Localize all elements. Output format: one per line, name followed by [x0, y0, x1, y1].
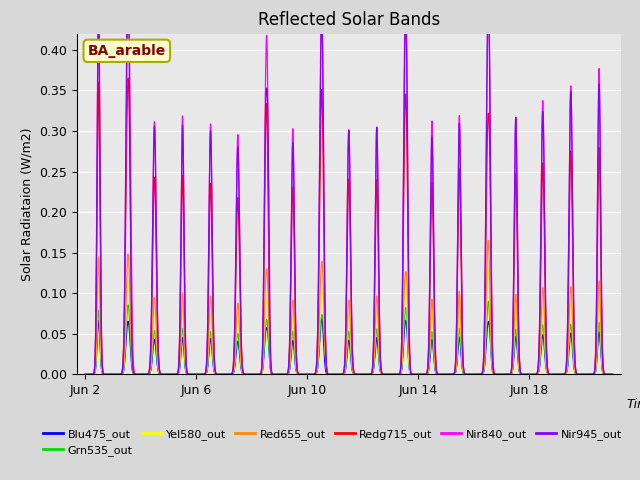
Nir840_out	[609, 372, 616, 377]
Yel580_out	[540, 323, 548, 329]
Line: Blu475_out: Blu475_out	[85, 319, 612, 374]
Nir945_out	[609, 372, 616, 377]
Title: Reflected Solar Bands: Reflected Solar Bands	[258, 11, 440, 29]
Grn535_out	[609, 372, 616, 377]
Redg715_out	[124, 75, 132, 81]
Nir945_out	[268, 364, 275, 370]
Red655_out	[484, 238, 492, 243]
Blu475_out	[327, 372, 335, 377]
Grn535_out	[484, 299, 492, 304]
Grn535_out	[505, 372, 513, 377]
Grn535_out	[268, 371, 275, 376]
Blu475_out	[223, 372, 230, 377]
Nir945_out	[223, 372, 231, 377]
Red655_out	[327, 372, 335, 377]
Nir840_out	[268, 369, 275, 374]
Redg715_out	[540, 219, 548, 225]
Redg715_out	[505, 372, 513, 377]
Yel580_out	[81, 372, 89, 377]
Redg715_out	[609, 372, 616, 377]
Nir945_out	[505, 372, 513, 377]
Red655_out	[223, 372, 230, 377]
Blu475_out	[505, 372, 513, 377]
Yel580_out	[327, 372, 335, 377]
Redg715_out	[412, 372, 420, 377]
Nir840_out	[412, 372, 420, 377]
Blu475_out	[318, 316, 326, 322]
Line: Grn535_out: Grn535_out	[85, 301, 612, 374]
Red655_out	[81, 372, 89, 377]
Grn535_out	[223, 372, 230, 377]
Red655_out	[540, 309, 548, 315]
Redg715_out	[223, 372, 231, 377]
Text: Time: Time	[626, 398, 640, 411]
Nir840_out	[540, 175, 548, 180]
Nir840_out	[81, 372, 89, 377]
Blu475_out	[412, 372, 420, 377]
Grn535_out	[412, 372, 420, 377]
Blu475_out	[81, 372, 89, 377]
Yel580_out	[505, 372, 513, 377]
Yel580_out	[223, 372, 230, 377]
Line: Yel580_out: Yel580_out	[85, 269, 612, 374]
Nir945_out	[540, 182, 548, 188]
Line: Redg715_out: Redg715_out	[85, 78, 612, 374]
Nir945_out	[412, 372, 420, 377]
Nir840_out	[505, 372, 513, 377]
Red655_out	[505, 372, 513, 377]
Nir840_out	[223, 372, 230, 377]
Text: BA_arable: BA_arable	[88, 44, 166, 58]
Yel580_out	[268, 369, 275, 374]
Line: Red655_out: Red655_out	[85, 240, 612, 374]
Line: Nir945_out: Nir945_out	[85, 0, 612, 374]
Red655_out	[609, 372, 616, 377]
Nir945_out	[327, 372, 335, 377]
Blu475_out	[540, 343, 548, 349]
Yel580_out	[484, 266, 492, 272]
Grn535_out	[81, 372, 89, 377]
Blu475_out	[268, 370, 275, 375]
Yel580_out	[412, 372, 420, 377]
Grn535_out	[327, 372, 335, 377]
Grn535_out	[540, 336, 548, 342]
Red655_out	[412, 372, 420, 377]
Legend: Blu475_out, Grn535_out, Yel580_out, Red655_out, Redg715_out, Nir840_out, Nir945_: Blu475_out, Grn535_out, Yel580_out, Red6…	[39, 424, 626, 460]
Line: Nir840_out: Nir840_out	[85, 0, 612, 374]
Nir840_out	[327, 372, 335, 377]
Redg715_out	[81, 372, 89, 377]
Redg715_out	[268, 369, 275, 374]
Y-axis label: Solar Radiataion (W/m2): Solar Radiataion (W/m2)	[20, 127, 33, 281]
Yel580_out	[609, 372, 616, 377]
Nir945_out	[81, 372, 89, 377]
Blu475_out	[609, 372, 616, 377]
Red655_out	[268, 369, 275, 374]
Redg715_out	[327, 372, 335, 377]
